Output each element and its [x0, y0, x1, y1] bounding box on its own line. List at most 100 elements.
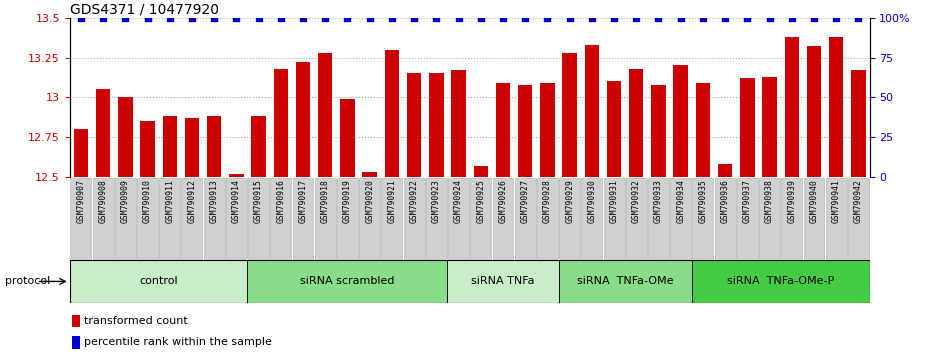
Bar: [207, 116, 221, 177]
Bar: [159, 178, 180, 259]
Text: GSM790929: GSM790929: [565, 179, 574, 223]
Text: GSM790933: GSM790933: [654, 179, 663, 223]
Text: GSM790941: GSM790941: [831, 179, 841, 223]
Text: GSM790924: GSM790924: [454, 179, 463, 223]
Bar: [759, 178, 780, 259]
Bar: [496, 83, 511, 177]
Bar: [607, 81, 621, 177]
Bar: [559, 260, 692, 303]
Bar: [140, 121, 154, 177]
Bar: [563, 53, 577, 177]
Text: GSM790919: GSM790919: [343, 179, 352, 223]
Bar: [740, 78, 754, 177]
Point: [162, 15, 177, 21]
Bar: [359, 178, 380, 259]
Text: protocol: protocol: [5, 276, 50, 286]
Bar: [651, 85, 666, 177]
Text: GDS4371 / 10477920: GDS4371 / 10477920: [70, 2, 219, 17]
Point: [363, 15, 378, 21]
Bar: [429, 73, 444, 177]
Point: [651, 15, 666, 21]
Bar: [363, 172, 377, 177]
Text: GSM790926: GSM790926: [498, 179, 508, 223]
Bar: [385, 50, 399, 177]
Bar: [473, 166, 488, 177]
Bar: [181, 178, 203, 259]
Bar: [247, 260, 447, 303]
Text: GSM790913: GSM790913: [209, 179, 219, 223]
Text: GSM790936: GSM790936: [721, 179, 730, 223]
Text: GSM790907: GSM790907: [76, 179, 86, 223]
Bar: [671, 178, 691, 259]
Bar: [426, 178, 446, 259]
Point: [740, 15, 755, 21]
Point: [673, 15, 688, 21]
Bar: [163, 116, 177, 177]
Point: [118, 15, 133, 21]
Bar: [271, 178, 291, 259]
Point: [251, 15, 266, 21]
Bar: [851, 70, 866, 177]
Bar: [514, 178, 536, 259]
Bar: [493, 178, 513, 259]
Bar: [185, 118, 199, 177]
Bar: [781, 178, 803, 259]
Bar: [447, 260, 559, 303]
Bar: [763, 76, 777, 177]
Point: [784, 15, 799, 21]
Bar: [673, 65, 688, 177]
Bar: [785, 37, 799, 177]
Bar: [404, 178, 425, 259]
Text: GSM790908: GSM790908: [99, 179, 108, 223]
Point: [718, 15, 733, 21]
Point: [296, 15, 311, 21]
Bar: [340, 99, 354, 177]
Point: [829, 15, 844, 21]
Point: [496, 15, 511, 21]
Bar: [629, 69, 644, 177]
Point: [806, 15, 821, 21]
Point: [562, 15, 577, 21]
Bar: [71, 178, 91, 259]
Text: control: control: [140, 276, 178, 286]
Bar: [804, 178, 825, 259]
Point: [851, 15, 866, 21]
Bar: [72, 315, 80, 327]
Bar: [585, 45, 599, 177]
Point: [184, 15, 199, 21]
Text: GSM790939: GSM790939: [788, 179, 796, 223]
Bar: [826, 178, 846, 259]
Bar: [604, 178, 625, 259]
Bar: [807, 46, 821, 177]
Bar: [692, 260, 870, 303]
Text: siRNA  TNFa-OMe-P: siRNA TNFa-OMe-P: [727, 276, 834, 286]
Bar: [248, 178, 269, 259]
Point: [696, 15, 711, 21]
Text: siRNA  TNFa-OMe: siRNA TNFa-OMe: [577, 276, 673, 286]
Point: [518, 15, 533, 21]
Bar: [381, 178, 403, 259]
Text: GSM790915: GSM790915: [254, 179, 263, 223]
Bar: [229, 174, 244, 177]
Text: GSM790938: GSM790938: [765, 179, 774, 223]
Bar: [337, 178, 358, 259]
Bar: [693, 178, 713, 259]
Text: siRNA scrambled: siRNA scrambled: [300, 276, 394, 286]
Bar: [73, 129, 88, 177]
Text: GSM790917: GSM790917: [299, 179, 308, 223]
Bar: [293, 178, 313, 259]
Point: [340, 15, 355, 21]
Text: GSM790920: GSM790920: [365, 179, 374, 223]
Bar: [296, 62, 311, 177]
Point: [429, 15, 444, 21]
Text: GSM790932: GSM790932: [631, 179, 641, 223]
Text: GSM790937: GSM790937: [743, 179, 751, 223]
Point: [762, 15, 777, 21]
Text: GSM790911: GSM790911: [166, 179, 174, 223]
Text: GSM790916: GSM790916: [276, 179, 286, 223]
Text: GSM790909: GSM790909: [121, 179, 130, 223]
Point: [73, 15, 88, 21]
Bar: [407, 73, 421, 177]
Bar: [537, 178, 558, 259]
Text: GSM790912: GSM790912: [188, 179, 196, 223]
